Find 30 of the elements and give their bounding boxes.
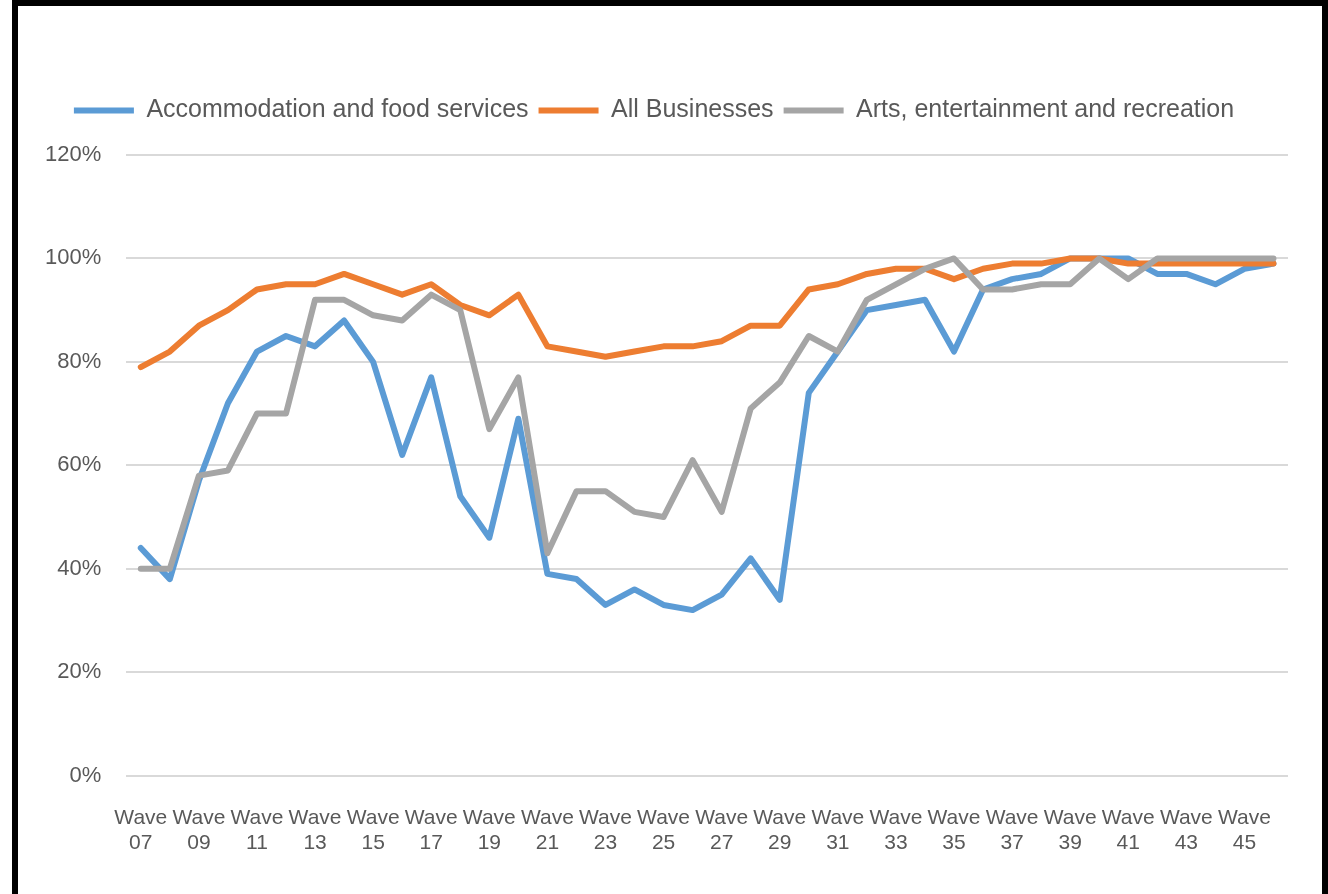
y-tick-label: 100% bbox=[44, 244, 102, 270]
legend-label: Accommodation and food services bbox=[146, 94, 529, 123]
x-tick-label: Wave 23 bbox=[579, 805, 632, 854]
x-tick-label: Wave 45 bbox=[1217, 805, 1271, 854]
x-tick-label: Wave 41 bbox=[1101, 805, 1155, 854]
legend-label: All Businesses bbox=[611, 94, 774, 123]
y-tick-label: 20% bbox=[57, 658, 102, 684]
y-tick-label: 80% bbox=[57, 347, 102, 373]
x-tick-label: Wave 15 bbox=[346, 805, 400, 854]
x-tick-label: Wave 31 bbox=[811, 805, 865, 854]
x-tick-label: Wave 13 bbox=[288, 805, 342, 854]
x-tick-label: Wave 39 bbox=[1043, 805, 1097, 854]
legend-label: Arts, entertainment and recreation bbox=[856, 94, 1235, 123]
y-tick-label: 60% bbox=[57, 451, 102, 477]
y-tick-label: 40% bbox=[57, 554, 102, 580]
x-tick-label: Wave 29 bbox=[753, 805, 807, 854]
x-tick-label: Wave 17 bbox=[404, 805, 458, 854]
x-tick-label: Wave 37 bbox=[985, 805, 1039, 854]
x-tick-label: Wave 35 bbox=[927, 805, 981, 854]
x-tick-label: Wave 33 bbox=[869, 805, 923, 854]
x-tick-label: Wave 09 bbox=[172, 805, 226, 854]
x-tick-label: Wave 07 bbox=[114, 805, 168, 854]
x-tick-label: Wave 25 bbox=[637, 805, 691, 854]
x-tick-label: Wave 27 bbox=[695, 805, 749, 854]
x-tick-label: Wave 43 bbox=[1159, 805, 1213, 854]
x-tick-label: Wave 21 bbox=[520, 805, 574, 854]
x-tick-label: Wave 11 bbox=[230, 805, 284, 854]
x-tick-label: Wave 19 bbox=[462, 805, 516, 854]
y-tick-label: 120% bbox=[44, 141, 102, 167]
y-tick-label: 0% bbox=[69, 761, 102, 787]
